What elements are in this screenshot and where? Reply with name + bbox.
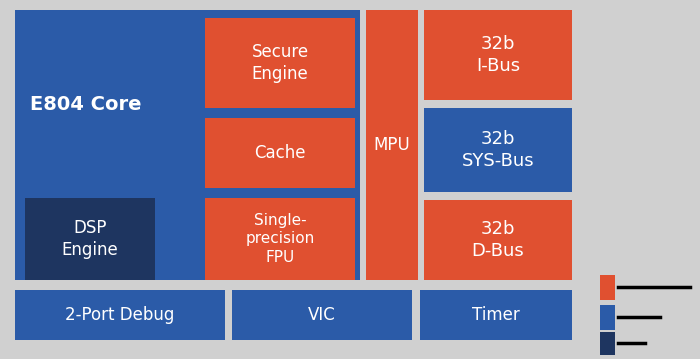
Text: 2-Port Debug: 2-Port Debug [65,306,175,324]
FancyBboxPatch shape [424,10,572,100]
Text: 32b
D-Bus: 32b D-Bus [472,220,524,260]
FancyBboxPatch shape [25,198,155,280]
FancyBboxPatch shape [15,10,360,280]
Text: MPU: MPU [374,136,410,154]
Text: DSP
Engine: DSP Engine [62,219,118,259]
Text: Single-
precision
FPU: Single- precision FPU [246,214,314,265]
FancyBboxPatch shape [205,18,355,108]
FancyBboxPatch shape [600,332,615,355]
FancyBboxPatch shape [232,290,412,340]
FancyBboxPatch shape [600,305,615,330]
Text: 32b
SYS-Bus: 32b SYS-Bus [462,130,534,170]
FancyBboxPatch shape [424,108,572,192]
Text: 32b
I-Bus: 32b I-Bus [476,35,520,75]
Text: E804 Core: E804 Core [30,95,141,115]
FancyBboxPatch shape [15,290,225,340]
FancyBboxPatch shape [366,10,418,280]
FancyBboxPatch shape [600,275,615,300]
FancyBboxPatch shape [420,290,572,340]
FancyBboxPatch shape [424,200,572,280]
Text: Timer: Timer [472,306,520,324]
Text: VIC: VIC [308,306,336,324]
FancyBboxPatch shape [205,198,355,280]
FancyBboxPatch shape [205,118,355,188]
Text: Cache: Cache [254,144,306,162]
Text: Secure
Engine: Secure Engine [251,43,309,83]
